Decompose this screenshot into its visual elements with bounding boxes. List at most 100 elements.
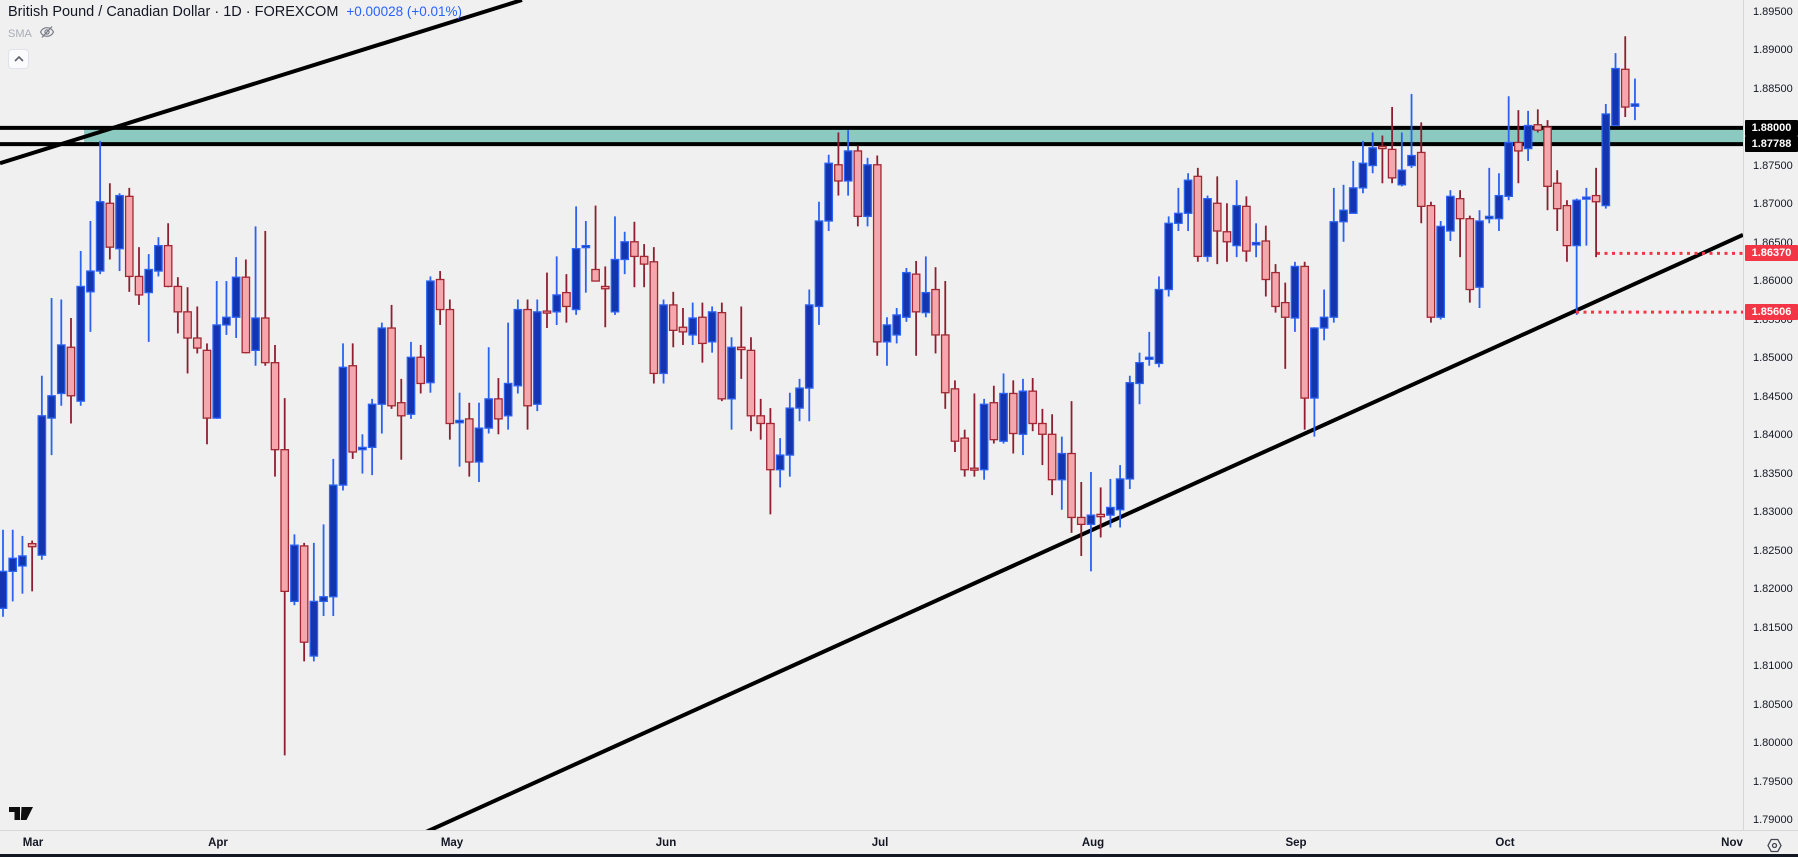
candle-body <box>591 268 600 282</box>
candle-body <box>1533 124 1543 131</box>
candle-body <box>736 346 746 351</box>
candle-body <box>581 244 591 249</box>
time-axis[interactable]: Mar Apr May Jun Jul Aug Sep Oct Nov <box>0 830 1798 855</box>
price-tick-label: 1.79500 <box>1753 775 1793 788</box>
candle-body <box>212 324 222 419</box>
candle-body <box>1067 452 1076 519</box>
candle-body <box>1348 187 1358 214</box>
candle-body <box>134 275 144 296</box>
candle-body <box>1387 148 1397 179</box>
candle-body <box>154 244 163 272</box>
trendline-upper-line[interactable] <box>0 0 523 166</box>
candle-body <box>163 244 173 288</box>
candlestick-chart-canvas[interactable] <box>0 0 1743 830</box>
price-tick-label: 1.84500 <box>1753 390 1793 403</box>
candle-body <box>814 220 824 308</box>
candle-body <box>717 311 727 400</box>
candle-body <box>911 273 921 313</box>
candle-body <box>649 261 659 375</box>
candle-body <box>921 291 931 314</box>
candle-body <box>1523 124 1533 150</box>
candle-body <box>562 291 571 308</box>
candle-body <box>542 310 552 314</box>
candle-body <box>1261 240 1271 281</box>
candle-body <box>1358 162 1368 189</box>
candle-body <box>843 150 853 182</box>
candle-body <box>47 395 56 419</box>
candle-body <box>1543 126 1552 187</box>
candle-body <box>1106 506 1115 516</box>
eye-off-icon[interactable] <box>39 25 55 44</box>
candle-body <box>18 555 27 567</box>
candle-body <box>494 398 503 420</box>
indicator-row[interactable]: SMA <box>8 25 462 44</box>
candle-body <box>970 467 979 471</box>
candle-body <box>1455 198 1465 220</box>
candle-body <box>824 162 834 222</box>
candle-body <box>474 427 484 463</box>
candle-body <box>571 248 581 311</box>
candle-body <box>1174 212 1183 224</box>
candle-body <box>348 365 358 453</box>
price-tick-label: 1.82000 <box>1753 583 1793 596</box>
candle-body <box>989 402 999 441</box>
price-tick-label: 1.79000 <box>1753 814 1793 827</box>
candle-body <box>1611 67 1620 127</box>
candle-body <box>1086 514 1096 526</box>
candle-body <box>950 388 960 442</box>
candle-body <box>1407 154 1416 167</box>
candle-body <box>853 150 863 218</box>
candle-body <box>115 194 124 250</box>
candle-body <box>1620 68 1630 108</box>
month-label-sep: Sep <box>1285 837 1307 849</box>
collapse-caret-button[interactable] <box>8 49 29 69</box>
candle-body <box>396 402 406 417</box>
candle-body <box>960 437 970 471</box>
candle-body <box>202 349 212 419</box>
candle-body <box>523 308 532 407</box>
supply-zone[interactable] <box>84 127 1743 145</box>
candle-body <box>727 346 736 400</box>
candle-body <box>290 544 299 603</box>
price-tick-label: 1.86000 <box>1753 275 1793 288</box>
month-label-jul: Jul <box>871 837 889 849</box>
candle-body <box>1572 199 1582 247</box>
timeline-settings-button[interactable] <box>1765 836 1783 854</box>
candle-body <box>358 446 367 451</box>
candle-body <box>999 392 1008 442</box>
candle-body <box>863 164 872 218</box>
month-label-mar: Mar <box>22 837 44 849</box>
candle-body <box>1193 175 1203 258</box>
candle-body <box>1591 194 1601 203</box>
candle-body <box>192 337 202 349</box>
candle-body <box>503 382 513 417</box>
indicator-sma-label[interactable]: SMA <box>8 28 32 40</box>
candle-body <box>668 304 678 331</box>
tradingview-logo[interactable] <box>9 805 35 827</box>
candle-body <box>464 418 474 463</box>
candle-body <box>1271 271 1280 308</box>
price-tick-label: 1.87500 <box>1753 159 1793 172</box>
candle-body <box>377 327 387 405</box>
zone-price-label: 1.87788 <box>1745 136 1798 153</box>
candle-body <box>766 422 775 471</box>
candle-body <box>1183 179 1193 214</box>
month-label-jun: Jun <box>655 837 677 849</box>
candle-body <box>1339 209 1348 223</box>
price-axis[interactable]: 1.89500 1.89000 1.88500 1.88000 1.87500 1.870… <box>1743 0 1798 830</box>
price-tick-label: 1.81000 <box>1753 660 1793 673</box>
candle-body <box>707 311 717 343</box>
candle-body <box>756 415 766 425</box>
candle-body <box>979 403 989 471</box>
alert-price-label: 1.85606 <box>1745 304 1798 321</box>
candle-body <box>1494 194 1504 220</box>
candle-body <box>455 419 464 424</box>
candle-body <box>552 294 562 313</box>
candle-body <box>630 241 639 258</box>
candle-body <box>688 317 698 336</box>
candle-body <box>406 356 416 415</box>
candle-body <box>183 311 192 339</box>
symbol-title[interactable]: British Pound / Canadian Dollar · 1D · F… <box>8 4 339 20</box>
candle-body <box>241 276 251 354</box>
candle-body <box>775 454 785 471</box>
